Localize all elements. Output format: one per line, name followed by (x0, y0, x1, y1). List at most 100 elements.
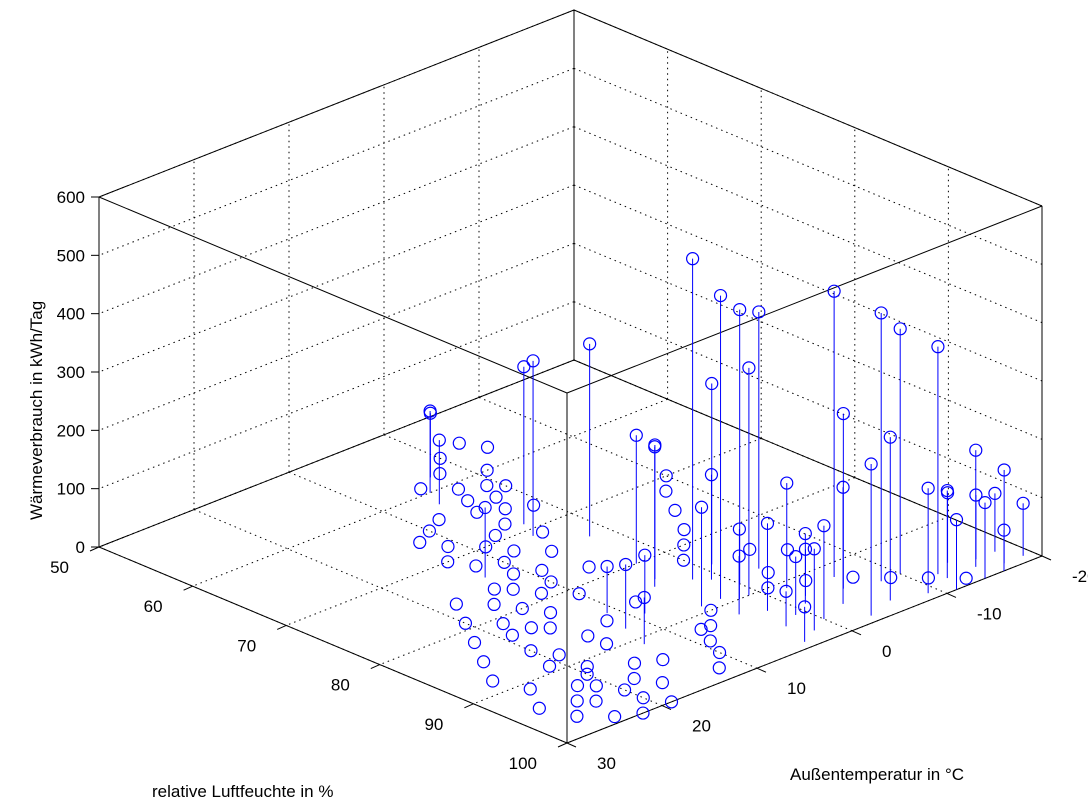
data-point (580, 659, 594, 674)
data-point (893, 322, 907, 336)
data-point (627, 671, 641, 686)
data-point (498, 517, 512, 531)
data-point (676, 553, 691, 567)
data-point (543, 621, 557, 635)
y-tick-mark (566, 742, 577, 748)
x-tick-label: 50 (50, 558, 69, 577)
data-point (545, 544, 559, 558)
x-tick-label: 60 (144, 597, 163, 616)
data-point (432, 512, 446, 527)
data-point (931, 340, 945, 354)
data-point (600, 559, 614, 574)
grid-line (98, 242, 575, 431)
data-point (638, 548, 652, 562)
data-point (921, 481, 935, 495)
grid-line (98, 301, 575, 490)
data-point (580, 667, 594, 681)
data-point (441, 555, 455, 569)
data-point (733, 302, 747, 317)
data-point (479, 540, 493, 554)
data-point (798, 600, 812, 614)
x-tick-mark (464, 703, 474, 709)
y-tick-mark (946, 592, 957, 598)
data-point (505, 628, 519, 642)
data-point (921, 571, 936, 585)
y-axis-label: Außentemperatur in °C (790, 765, 964, 784)
data-point (461, 494, 475, 508)
grid-line (478, 396, 948, 594)
data-point (874, 306, 888, 320)
z-tick-label: 0 (76, 538, 85, 557)
data-point (515, 601, 529, 616)
tick-labels: 5060708090100-20-10010203001002003004005… (50, 188, 1088, 773)
grid-line (98, 184, 575, 373)
data-point (704, 603, 718, 617)
data-point (498, 502, 512, 516)
data-point (600, 614, 614, 628)
data-point (798, 526, 812, 541)
data-point (619, 557, 633, 572)
x-axis-label: relative Luftfeuchte in % (152, 782, 333, 801)
data-point (694, 622, 708, 636)
data-point (959, 571, 973, 585)
x-tick-mark (183, 585, 193, 591)
data-point (517, 360, 531, 374)
data-point (480, 463, 494, 477)
data-point (458, 616, 473, 630)
data-point (742, 361, 756, 375)
data-point (780, 476, 794, 490)
data-point (677, 522, 691, 537)
data-point (617, 683, 632, 697)
data-point (779, 584, 793, 598)
data-point (422, 524, 436, 538)
data-point (703, 634, 717, 648)
data-point (506, 567, 521, 581)
box-edge (573, 359, 1043, 557)
box-edge (98, 196, 568, 394)
data-point (572, 587, 586, 601)
grid-line (288, 471, 758, 669)
grid-line (573, 67, 1043, 265)
data-point (452, 436, 466, 450)
data-point (705, 376, 719, 391)
data-point (432, 433, 446, 447)
data-point (949, 513, 964, 527)
x-tick-mark (89, 546, 100, 552)
data-point (543, 605, 558, 620)
data-point (636, 706, 650, 720)
data-point (496, 617, 510, 631)
data-point (629, 428, 643, 442)
box-edge (566, 205, 1043, 394)
data-point (628, 595, 643, 609)
y-tick-mark (661, 705, 672, 711)
y-tick-label: 10 (787, 679, 806, 698)
data-point (449, 597, 463, 611)
data-point (480, 440, 495, 454)
data-point (713, 288, 728, 303)
y-tick-label: 30 (597, 754, 616, 773)
data-point (789, 550, 803, 564)
data-point (589, 694, 603, 708)
y-tick-label: -20 (1072, 567, 1088, 586)
z-tick-label: 100 (57, 480, 85, 499)
data-point (486, 674, 500, 688)
data-point (451, 482, 466, 496)
data-point (846, 570, 860, 584)
y-tick-mark (1041, 555, 1052, 561)
box-edge (566, 555, 1043, 744)
data-point (677, 538, 691, 552)
data-point (997, 463, 1011, 477)
data-point (648, 440, 662, 454)
data-point (413, 535, 427, 550)
box-edge (98, 359, 575, 548)
x-tick-label: 80 (331, 676, 350, 695)
data-point (1016, 496, 1030, 510)
data-point (655, 676, 670, 690)
data-point (864, 457, 878, 471)
data-point (637, 590, 651, 605)
y-tick-label: 0 (882, 642, 891, 661)
x-tick-label: 70 (237, 636, 256, 655)
data-point (743, 542, 757, 556)
z-tick-label: 400 (57, 305, 85, 324)
data-point (659, 484, 673, 498)
